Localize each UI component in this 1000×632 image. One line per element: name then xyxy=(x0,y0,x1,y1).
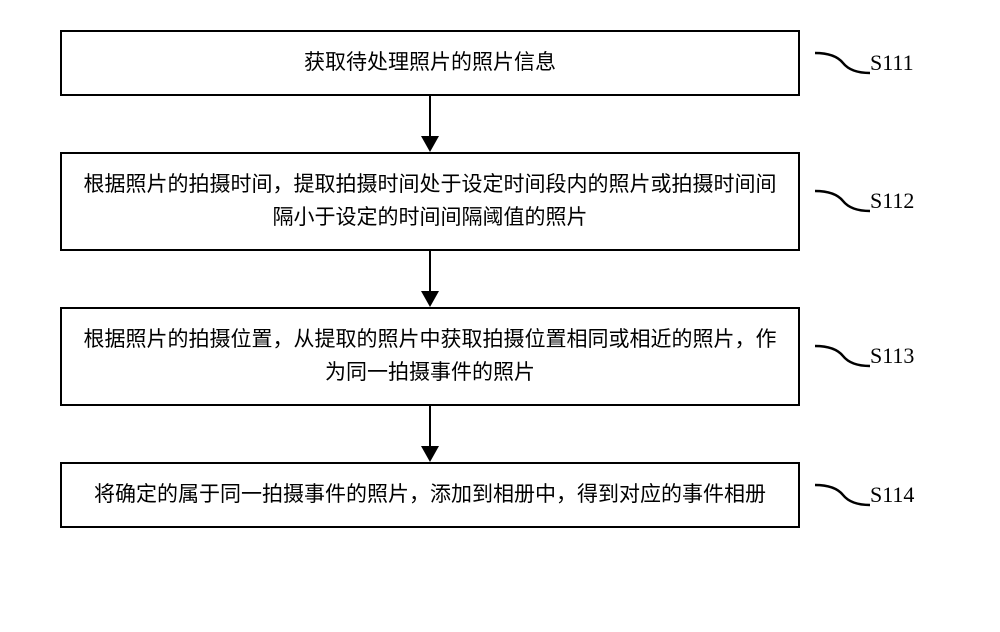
arrow-icon xyxy=(60,251,800,307)
flowchart-container: 获取待处理照片的照片信息 S111 根据照片的拍摄时间，提取拍摄时间处于设定时间… xyxy=(60,30,940,528)
step-row: 根据照片的拍摄位置，从提取的照片中获取拍摄位置相同或相近的照片，作为同一拍摄事件… xyxy=(60,307,940,406)
step-label-text: S113 xyxy=(870,343,914,368)
step-label-text: S112 xyxy=(870,188,914,213)
step-text: 获取待处理照片的照片信息 xyxy=(304,50,556,74)
step-label-2: S112 xyxy=(870,188,914,214)
label-curve-icon xyxy=(815,475,870,515)
step-label-1: S111 xyxy=(870,50,914,76)
step-label-3: S113 xyxy=(870,343,914,369)
label-curve-icon xyxy=(815,336,870,376)
step-text: 根据照片的拍摄时间，提取拍摄时间处于设定时间段内的照片或拍摄时间间隔小于设定的时… xyxy=(84,172,777,230)
label-curve-icon xyxy=(815,43,870,83)
step-label-text: S111 xyxy=(870,50,914,75)
step-box-4: 将确定的属于同一拍摄事件的照片，添加到相册中，得到对应的事件相册 xyxy=(60,462,800,528)
label-curve-icon xyxy=(815,181,870,221)
step-text: 将确定的属于同一拍摄事件的照片，添加到相册中，得到对应的事件相册 xyxy=(94,482,766,506)
step-box-3: 根据照片的拍摄位置，从提取的照片中获取拍摄位置相同或相近的照片，作为同一拍摄事件… xyxy=(60,307,800,406)
step-label-4: S114 xyxy=(870,482,914,508)
step-box-2: 根据照片的拍摄时间，提取拍摄时间处于设定时间段内的照片或拍摄时间间隔小于设定的时… xyxy=(60,152,800,251)
step-label-text: S114 xyxy=(870,482,914,507)
step-row: 将确定的属于同一拍摄事件的照片，添加到相册中，得到对应的事件相册 S114 xyxy=(60,462,940,528)
step-box-1: 获取待处理照片的照片信息 xyxy=(60,30,800,96)
arrow-icon xyxy=(60,406,800,462)
step-row: 获取待处理照片的照片信息 S111 xyxy=(60,30,940,96)
step-row: 根据照片的拍摄时间，提取拍摄时间处于设定时间段内的照片或拍摄时间间隔小于设定的时… xyxy=(60,152,940,251)
arrow-icon xyxy=(60,96,800,152)
step-text: 根据照片的拍摄位置，从提取的照片中获取拍摄位置相同或相近的照片，作为同一拍摄事件… xyxy=(84,327,777,385)
